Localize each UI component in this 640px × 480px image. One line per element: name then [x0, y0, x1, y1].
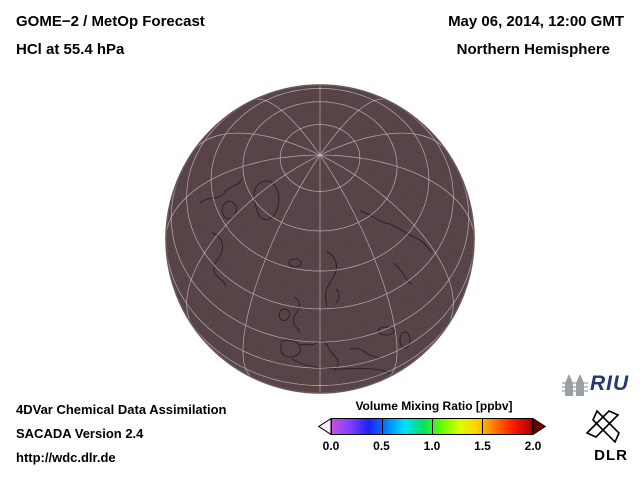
- website-url: http://wdc.dlr.de: [16, 450, 116, 465]
- version-label: SACADA Version 2.4: [16, 426, 144, 441]
- colorbar-tick-label: 0.5: [373, 439, 390, 453]
- colorbar: Volume Mixing Ratio [ppbv] 0.0 0.5 1.0 1.5 2…: [318, 399, 550, 453]
- hemisphere-map: [165, 84, 475, 394]
- colorbar-overflow-arrow: [533, 418, 546, 435]
- riu-label: RIU: [590, 372, 630, 395]
- colorbar-tick-label: 2.0: [524, 439, 542, 453]
- colorbar-tick-labels: 0.0 0.5 1.0 1.5 2.0: [323, 439, 542, 453]
- colorbar-tick-label: 1.5: [474, 439, 491, 453]
- colorbar-title: Volume Mixing Ratio [ppbv]: [355, 399, 513, 413]
- hemisphere-label: Northern Hemisphere: [456, 41, 610, 58]
- riu-cathedral-icon: [562, 374, 588, 396]
- globe-edge: [165, 84, 475, 394]
- colorbar-gradient: [331, 418, 533, 435]
- species-level-label: HCl at 55.4 hPa: [16, 41, 125, 58]
- datetime-label: May 06, 2014, 12:00 GMT: [448, 13, 624, 30]
- graticule-grid: [166, 85, 474, 393]
- assimilation-credit: 4DVar Chemical Data Assimilation: [16, 402, 227, 417]
- product-title: GOME−2 / MetOp Forecast: [16, 13, 205, 30]
- dlr-label: DLR: [594, 447, 628, 464]
- riu-logo: RIU: [562, 371, 629, 397]
- colorbar-underflow-arrow: [318, 418, 331, 435]
- colorbar-tick-label: 0.0: [322, 439, 340, 453]
- dlr-emblem-icon: [585, 409, 620, 444]
- dlr-logo: DLR: [566, 404, 630, 464]
- colorbar-tick-label: 1.0: [423, 439, 441, 453]
